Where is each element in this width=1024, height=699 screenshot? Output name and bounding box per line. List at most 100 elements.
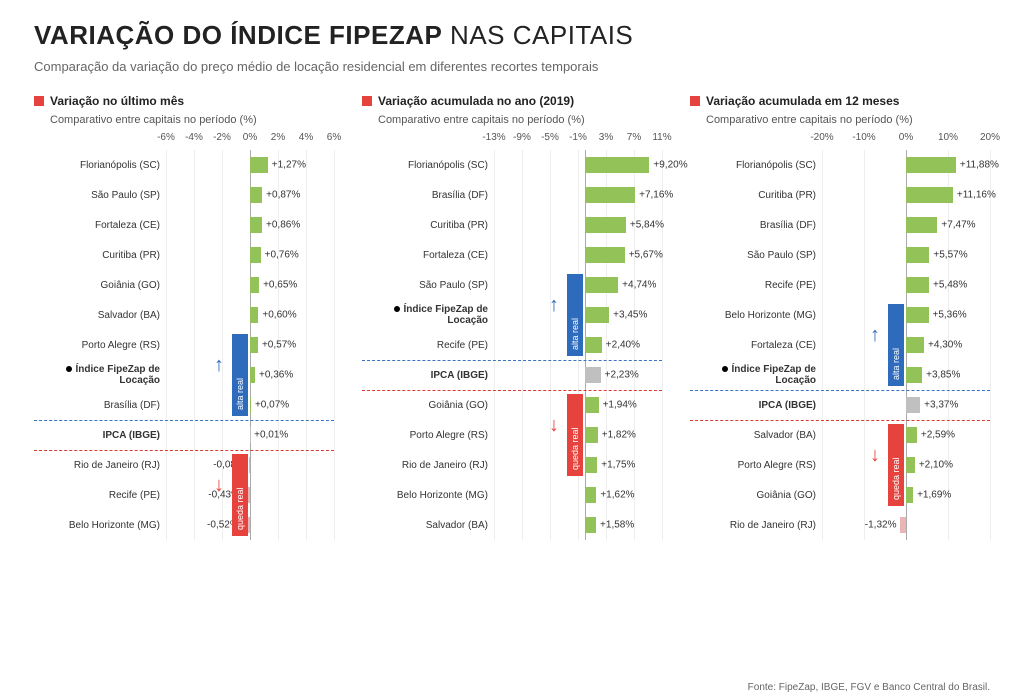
row-label: Belo Horizonte (MG): [34, 520, 166, 531]
bar: [585, 517, 596, 533]
value-label: -0,43%: [208, 490, 240, 501]
bar: [250, 397, 251, 413]
data-row: Recife (PE)+5,48%: [690, 270, 990, 300]
row-label: Belo Horizonte (MG): [362, 490, 494, 501]
data-row: Florianópolis (SC)+11,88%: [690, 150, 990, 180]
value-label: +0,60%: [262, 310, 296, 321]
axis-tick: -1%: [569, 132, 587, 143]
data-row: São Paulo (SP) +0,87%: [34, 180, 334, 210]
footer-source: Fonte: FipeZap, IBGE, FGV e Banco Centra…: [748, 682, 990, 693]
chart-area: Florianópolis (SC)+9,20%Brasília (DF)+7,…: [362, 150, 662, 540]
row-label: Curitiba (PR): [690, 190, 822, 201]
data-row: Goiânia (GO) +0,65%: [34, 270, 334, 300]
bar: [244, 487, 250, 503]
row-label: IPCA (IBGE): [34, 430, 166, 441]
bar: [585, 427, 598, 443]
value-label: +2,23%: [605, 370, 639, 381]
row-label: Curitiba (PR): [34, 250, 166, 261]
bar: [906, 397, 920, 413]
data-row: Belo Horizonte (MG)+5,36%: [690, 300, 990, 330]
data-row: Porto Alegre (RS)+0,57%: [34, 330, 334, 360]
data-row: Porto Alegre (RS)+2,10%: [690, 450, 990, 480]
bar: [250, 187, 262, 203]
bullet-icon: [394, 306, 400, 312]
row-label: Rio de Janeiro (RJ): [690, 520, 822, 531]
value-label: +1,94%: [603, 400, 637, 411]
bar: [906, 157, 956, 173]
dash-red: [690, 420, 990, 421]
value-label: +7,47%: [941, 220, 975, 231]
value-label: +2,10%: [919, 460, 953, 471]
data-row: IPCA (IBGE)+0,01%: [34, 420, 334, 450]
panel-y12: Variação acumulada em 12 mesesComparativ…: [690, 92, 990, 540]
row-label: Florianópolis (SC): [34, 160, 166, 171]
subtitle: Comparação da variação do preço médio de…: [34, 59, 990, 74]
value-label: +3,85%: [926, 370, 960, 381]
panel-subtitle: Comparativo entre capitais no período (%…: [378, 114, 662, 126]
row-label: Recife (PE): [34, 490, 166, 501]
bar: [900, 517, 906, 533]
axis-tick: 10%: [938, 132, 958, 143]
row-label: Florianópolis (SC): [362, 160, 494, 171]
panels-container: Variação no último mêsComparativo entre …: [34, 92, 990, 540]
row-label: Fortaleza (CE): [34, 220, 166, 231]
data-row: Recife (PE) -0,43%: [34, 480, 334, 510]
value-label: +1,27%: [272, 160, 306, 171]
data-row: Índice FipeZap de Locação+0,36%: [34, 360, 334, 390]
bullet-icon: [66, 366, 72, 372]
row-label: Goiânia (GO): [362, 400, 494, 411]
data-row: IPCA (IBGE) +2,23%: [362, 360, 662, 390]
row-label: IPCA (IBGE): [362, 370, 494, 381]
value-label: +3,37%: [924, 400, 958, 411]
data-row: Índice FipeZap de Locação+3,45%: [362, 300, 662, 330]
bar: [243, 517, 250, 533]
bar: [585, 157, 649, 173]
axis-tick: -2%: [213, 132, 231, 143]
value-label: +1,75%: [601, 460, 635, 471]
row-label: Salvador (BA): [362, 520, 494, 531]
data-row: Fortaleza (CE) +0,86%: [34, 210, 334, 240]
data-row: Brasília (DF) +7,47%: [690, 210, 990, 240]
bar: [585, 457, 597, 473]
value-label: +0,65%: [263, 280, 297, 291]
axis-tick: -10%: [852, 132, 875, 143]
bar: [585, 337, 602, 353]
row-label: Brasília (DF): [34, 400, 166, 411]
bar: [585, 217, 626, 233]
panel-month: Variação no último mêsComparativo entre …: [34, 92, 334, 540]
panel-ytd: Variação acumulada no ano (2019)Comparat…: [362, 92, 662, 540]
value-label: +11,88%: [960, 160, 999, 171]
value-label: +5,57%: [933, 250, 967, 261]
value-label: +0,36%: [259, 370, 293, 381]
value-label: +5,67%: [629, 250, 663, 261]
bar: [250, 277, 259, 293]
value-label: +0,87%: [266, 190, 300, 201]
bar: [906, 367, 922, 383]
bar: [585, 187, 635, 203]
row-label: Brasília (DF): [690, 220, 822, 231]
row-label: Florianópolis (SC): [690, 160, 822, 171]
data-row: São Paulo (SP)+5,57%: [690, 240, 990, 270]
row-label: São Paulo (SP): [34, 190, 166, 201]
data-row: Goiânia (GO)+1,69%: [690, 480, 990, 510]
row-label: Porto Alegre (RS): [362, 430, 494, 441]
bar: [249, 457, 250, 473]
value-label: -1,32%: [865, 520, 897, 531]
value-label: +0,86%: [266, 220, 300, 231]
row-label: Fortaleza (CE): [362, 250, 494, 261]
value-label: +7,16%: [639, 190, 673, 201]
bar: [585, 277, 618, 293]
bar: [906, 427, 917, 443]
bar: [250, 307, 258, 323]
data-row: Salvador (BA)+1,58%: [362, 510, 662, 540]
page-title: VARIAÇÃO DO ÍNDICE FIPEZAP NAS CAPITAIS: [34, 20, 990, 51]
value-label: +11,16%: [957, 190, 996, 201]
data-row: IPCA (IBGE)+3,37%: [690, 390, 990, 420]
row-label: Goiânia (GO): [34, 280, 166, 291]
data-row: Curitiba (PR)+0,76%: [34, 240, 334, 270]
panel-title: Variação acumulada em 12 meses: [706, 94, 899, 108]
row-label: Rio de Janeiro (RJ): [34, 460, 166, 471]
value-label: -0,52%: [207, 520, 239, 531]
bar: [250, 217, 262, 233]
axis-tick: 3%: [599, 132, 613, 143]
